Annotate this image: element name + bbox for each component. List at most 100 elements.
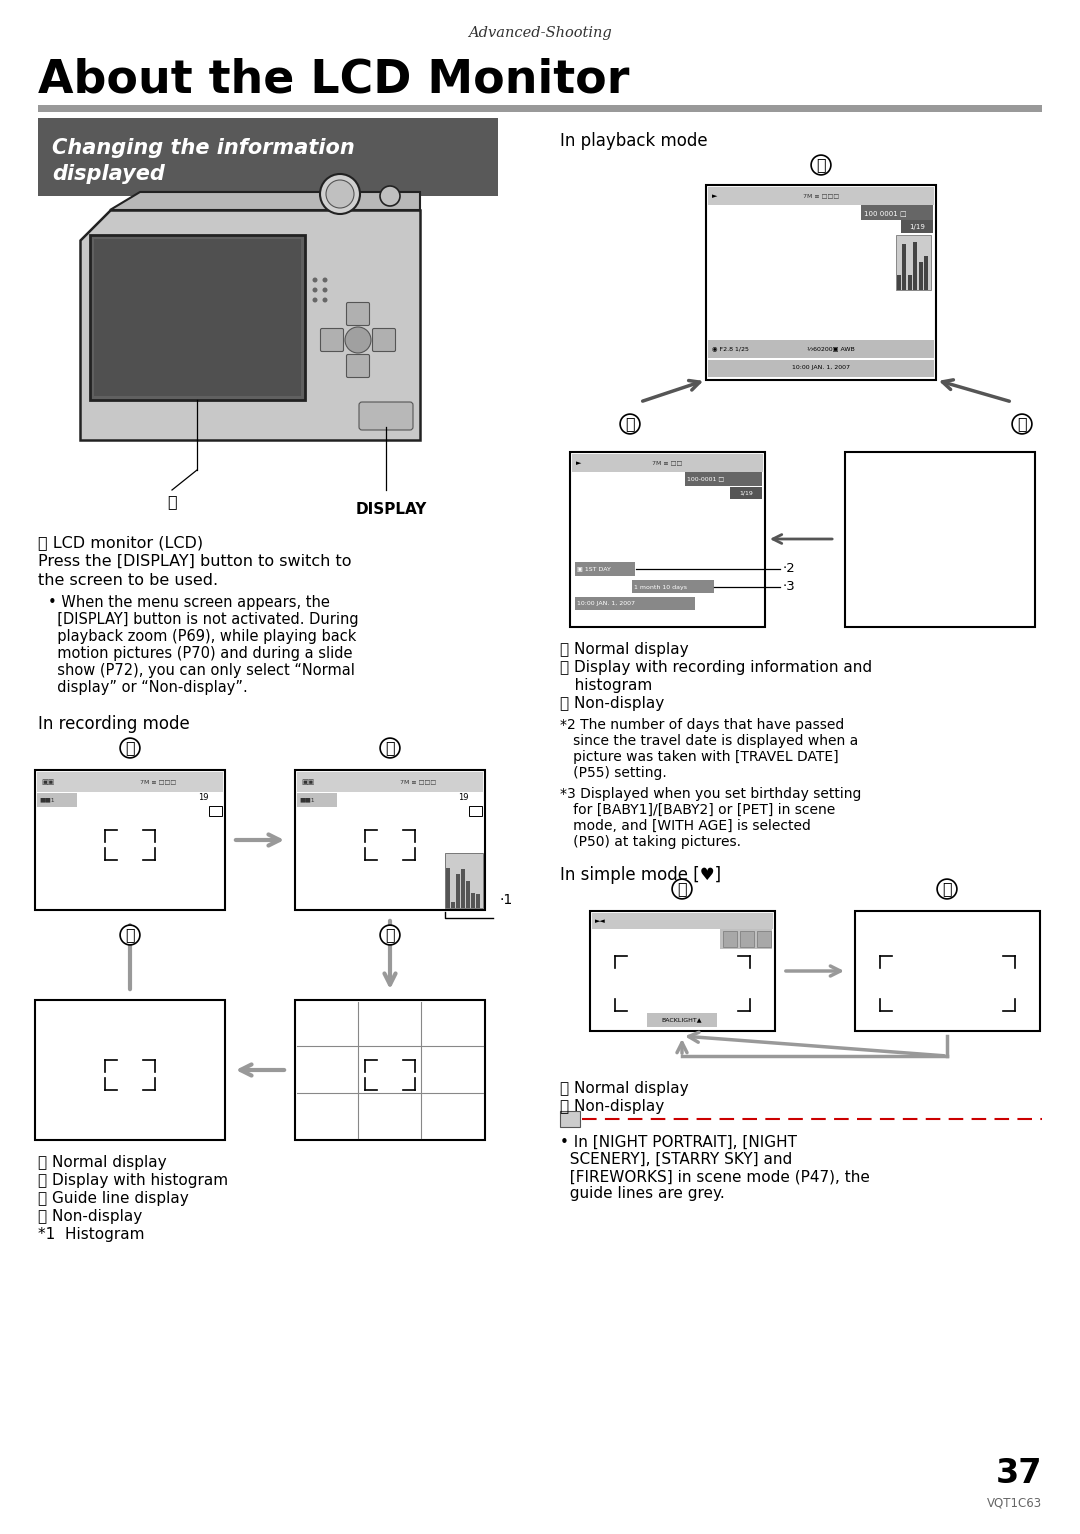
Bar [896,235,931,290]
Bar [295,1000,485,1140]
Text: show (P72), you can only select “Normal: show (P72), you can only select “Normal [48,663,355,678]
Text: Ⓑ Normal display: Ⓑ Normal display [38,1155,166,1170]
Text: 10:00 JAN. 1, 2007: 10:00 JAN. 1, 2007 [792,365,850,371]
Text: In recording mode: In recording mode [38,715,190,733]
Bar [575,561,635,575]
Bar [38,104,1042,112]
Text: ⅐60200▣ AWB: ⅐60200▣ AWB [807,347,855,351]
Text: ►◄: ►◄ [595,917,606,923]
Text: ◉ F2.8 1/25: ◉ F2.8 1/25 [712,347,748,351]
Text: 7M ≡ □□□: 7M ≡ □□□ [802,193,839,198]
Bar [708,360,934,377]
FancyBboxPatch shape [321,328,343,351]
Text: SCENERY], [STARRY SKY] and: SCENERY], [STARRY SKY] and [561,1152,793,1167]
Bar [456,874,460,908]
Bar [297,772,483,792]
Text: 100-0001 □: 100-0001 □ [687,477,725,482]
Bar [297,793,337,807]
Text: ▣▣: ▣▣ [301,779,314,785]
Text: ⓙ: ⓙ [942,882,951,896]
Text: DISPLAY: DISPLAY [355,503,427,517]
Bar [908,275,912,290]
Bar [902,244,906,290]
Circle shape [312,298,318,302]
Text: Ⓔ: Ⓔ [125,928,135,942]
Bar [446,868,450,908]
Text: 1/19: 1/19 [739,491,753,495]
Text: Ⓐ: Ⓐ [167,494,177,509]
Bar [570,453,765,627]
Polygon shape [80,210,420,440]
Text: ►: ► [712,193,717,199]
Bar [708,341,934,357]
Bar [592,913,773,930]
Text: 1/19: 1/19 [909,224,924,230]
FancyBboxPatch shape [359,402,413,430]
Text: (P50) at taking pictures.: (P50) at taking pictures. [561,834,741,848]
Text: 7M ≡ □□□: 7M ≡ □□□ [400,779,436,784]
Text: ►: ► [576,460,581,466]
Bar [590,911,775,1031]
Text: *1  Histogram: *1 Histogram [38,1227,145,1243]
Bar [37,793,77,807]
Text: • When the menu screen appears, the: • When the menu screen appears, the [48,595,329,611]
Bar [451,902,455,908]
FancyBboxPatch shape [347,354,369,377]
Circle shape [323,298,327,302]
Text: ⓙ Non-display: ⓙ Non-display [561,1098,664,1114]
Text: (P55) setting.: (P55) setting. [561,765,666,779]
Text: 100 0001 □: 100 0001 □ [864,210,906,216]
Bar [445,853,483,908]
Bar [469,805,482,816]
Bar [685,472,762,486]
Text: motion pictures (P70) and during a slide: motion pictures (P70) and during a slide [48,646,352,661]
Circle shape [326,179,354,209]
Text: [FIREWORKS] in scene mode (P47), the: [FIREWORKS] in scene mode (P47), the [561,1169,869,1184]
Text: In playback mode: In playback mode [561,132,707,150]
Text: ⓕ: ⓕ [625,417,635,431]
Text: since the travel date is displayed when a: since the travel date is displayed when … [561,733,859,749]
Bar [861,206,933,219]
Text: Ⓑ: Ⓑ [125,741,135,756]
Text: 7M ≡ □□□: 7M ≡ □□□ [140,779,176,784]
Text: VQT1C63: VQT1C63 [987,1497,1042,1509]
Text: guide lines are grey.: guide lines are grey. [561,1186,725,1201]
Text: ⋅1: ⋅1 [500,893,513,907]
Text: ▣ 1ST DAY: ▣ 1ST DAY [577,566,611,572]
Text: • In [NIGHT PORTRAIT], [NIGHT: • In [NIGHT PORTRAIT], [NIGHT [561,1135,797,1150]
Bar [740,931,754,946]
Text: ■■1: ■■1 [39,798,55,802]
Text: 10:00 JAN. 1, 2007: 10:00 JAN. 1, 2007 [577,601,635,606]
Bar [632,580,714,594]
Circle shape [380,186,400,206]
Text: ⓘ Normal display: ⓘ Normal display [561,1081,689,1095]
Bar [708,187,934,206]
Bar [575,597,696,611]
Bar [94,239,301,396]
Bar [561,1111,580,1127]
Text: ⓓ: ⓓ [386,928,395,942]
Bar [913,242,917,290]
Text: ⓖ: ⓖ [816,158,826,172]
Text: displayed: displayed [52,164,165,184]
Polygon shape [110,192,420,210]
Circle shape [323,287,327,293]
Text: [DISPLAY] button is not activated. During: [DISPLAY] button is not activated. Durin… [48,612,359,627]
Text: picture was taken with [TRAVEL DATE]: picture was taken with [TRAVEL DATE] [561,750,839,764]
Bar [37,772,222,792]
Bar [901,219,933,233]
Bar [90,235,305,400]
Text: for [BABY1]/[BABY2] or [PET] in scene: for [BABY1]/[BABY2] or [PET] in scene [561,802,835,818]
Bar [855,911,1040,1031]
Text: In simple mode [♥]: In simple mode [♥] [561,867,721,884]
Text: ■■1: ■■1 [299,798,314,802]
Circle shape [312,287,318,293]
Bar [706,186,936,380]
Text: Changing the information: Changing the information [52,138,354,158]
Text: mode, and [WITH AGE] is selected: mode, and [WITH AGE] is selected [561,819,811,833]
Bar [35,1000,225,1140]
FancyBboxPatch shape [373,328,395,351]
Text: *2 The number of days that have passed: *2 The number of days that have passed [561,718,845,732]
Text: display” or “Non-display”.: display” or “Non-display”. [48,680,247,695]
Text: Ⓔ Non-display: Ⓔ Non-display [38,1209,143,1224]
